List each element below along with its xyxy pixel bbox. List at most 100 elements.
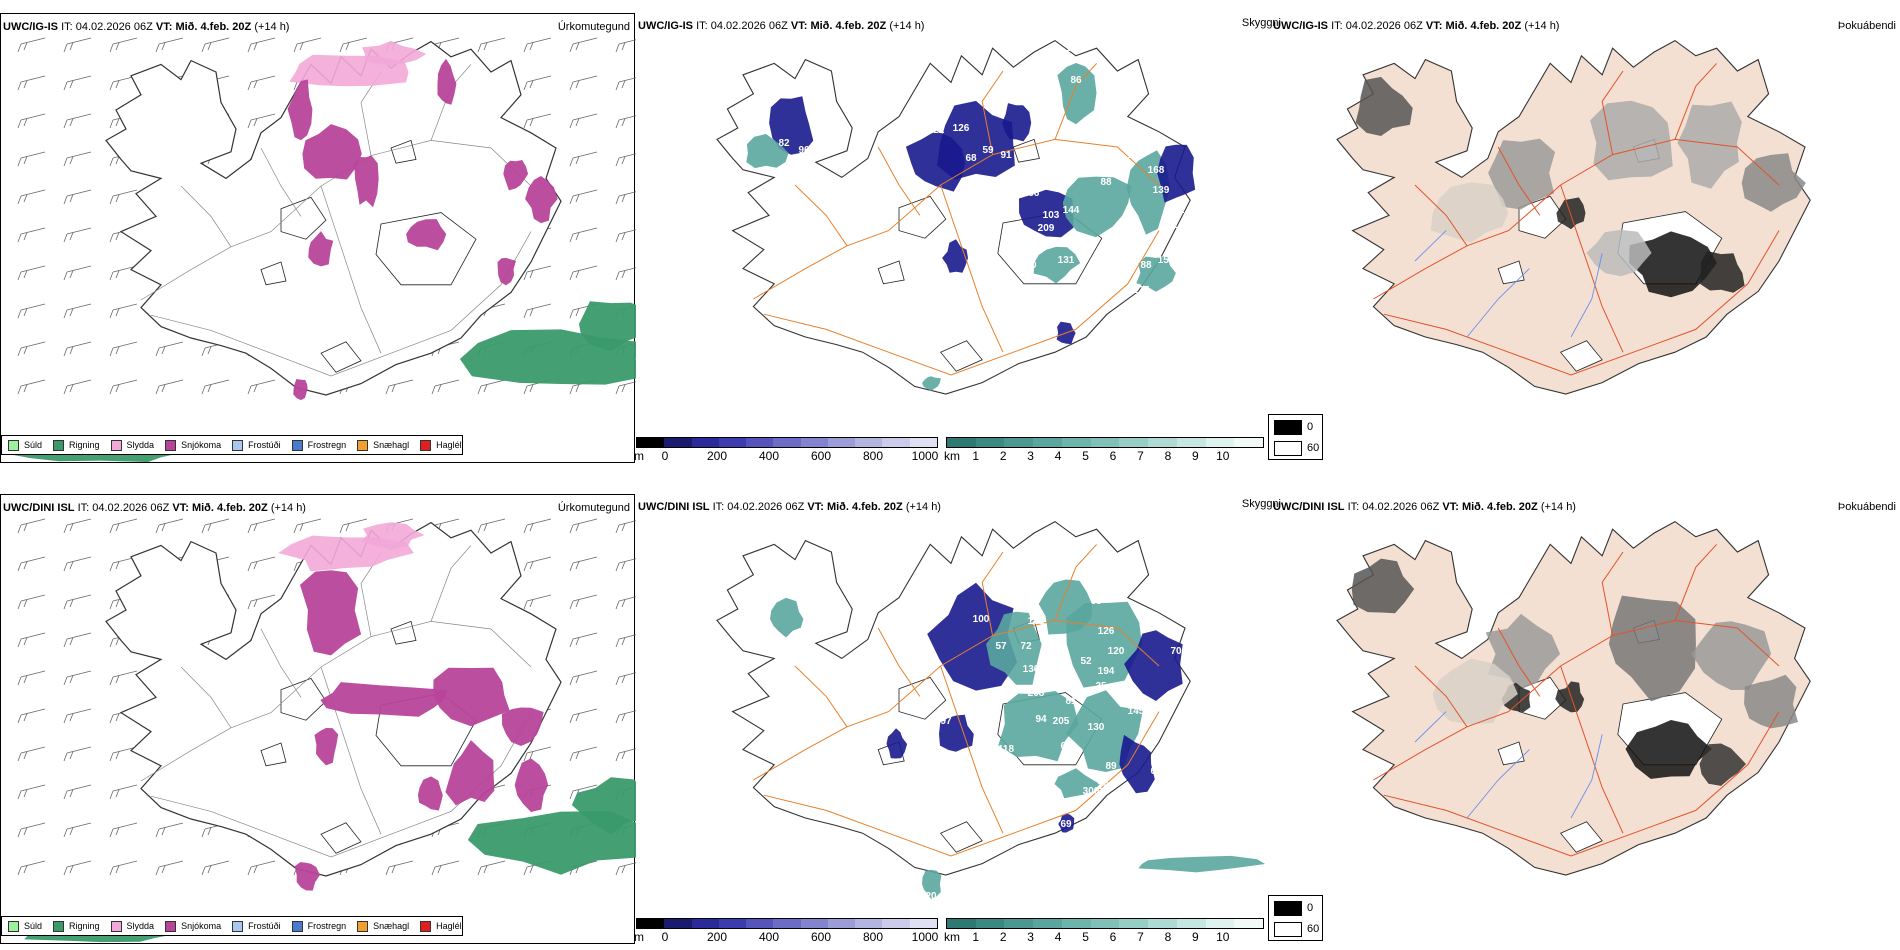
visibility-value-label: 183 <box>1008 170 1025 181</box>
road-line <box>981 70 1004 155</box>
colorbar-tick: 8 <box>1164 449 1172 463</box>
wind-barb <box>247 379 276 395</box>
wind-barb <box>247 113 276 129</box>
colorbar-tick: 10 <box>1216 930 1230 944</box>
init-label: IT: <box>1331 20 1343 32</box>
legend-item: Snjókoma <box>165 920 221 932</box>
visibility-value-label: 72 <box>1020 641 1032 652</box>
legend-label: Frostregn <box>307 440 347 450</box>
snow-area <box>302 124 362 180</box>
legend-label: Súld <box>24 921 43 931</box>
glacier-outline <box>1497 741 1525 766</box>
wind-barb <box>615 381 636 395</box>
legend-item: Snæhagl <box>357 920 409 932</box>
reduced-visibility-area <box>1136 255 1176 292</box>
visibility-value-label: 186 <box>1023 188 1040 199</box>
legend-label: Slydda <box>126 921 155 931</box>
wind-barb <box>63 379 92 395</box>
road-line <box>763 711 1160 857</box>
low-visibility-area <box>769 96 814 155</box>
wind-barb <box>615 77 636 91</box>
map-header: UWC/IG-IS IT: 04.02.2026 06Z VT: Mið. 4.… <box>638 20 924 33</box>
river-line <box>1466 268 1530 338</box>
fog-index-legend: 0 60 <box>1268 414 1323 460</box>
colorbar-tick: 8 <box>1164 930 1172 944</box>
model-name: UWC/IG-IS <box>1273 20 1328 32</box>
wind-barb <box>523 265 552 281</box>
wind-barb <box>63 746 92 762</box>
road-line <box>1674 544 1717 621</box>
wind-barb <box>615 862 636 876</box>
wind-barb <box>615 229 636 243</box>
legend-item: Snæhagl <box>357 439 410 451</box>
valid-time: Mið. 4.feb. 20Z <box>1445 20 1522 32</box>
legend-swatch <box>165 920 177 932</box>
fog-index-area <box>1555 681 1585 713</box>
glacier-outline <box>375 212 477 286</box>
visibility-value-label: 68 <box>965 153 977 164</box>
init-label: IT: <box>77 502 90 514</box>
wind-barb <box>615 520 636 534</box>
wind-barb <box>17 303 46 319</box>
lead-time: (+14 h) <box>254 21 290 33</box>
glacier-outline <box>320 822 362 854</box>
visibility-value-label: 86 <box>1070 75 1082 86</box>
wind-barb <box>477 518 506 534</box>
road-line <box>1414 665 1468 728</box>
precip-type-legend: Súld Rigning Slydda Snjókoma Frostúði Frostre… <box>1 916 463 936</box>
snow-area <box>300 570 362 656</box>
wind-barb <box>569 227 598 243</box>
wind-barb <box>17 37 46 53</box>
wind-barb <box>17 265 46 281</box>
wind-barb <box>155 379 184 395</box>
road-line <box>1674 63 1717 140</box>
wind-barb <box>17 670 46 686</box>
fog-index-area <box>1608 595 1696 702</box>
visibility-value-label: 91 <box>1000 150 1012 161</box>
visibility-value-label: 57 <box>995 641 1007 652</box>
wind-barb <box>17 746 46 762</box>
wind-barb <box>201 379 230 395</box>
snow-area <box>354 155 379 208</box>
visibility-value-label: 75 <box>930 235 942 246</box>
colorbar-tick: 800 <box>862 930 884 944</box>
wind-barb <box>109 784 138 800</box>
iceland-coastline <box>105 40 562 396</box>
wind-barb <box>63 341 92 357</box>
fog-index-area <box>1677 101 1742 189</box>
wind-barb <box>109 518 138 534</box>
road-line <box>430 545 472 622</box>
colorbar-tick: 4 <box>1054 930 1062 944</box>
fog-index-area <box>1625 720 1713 779</box>
reduced-visibility-area <box>1062 176 1132 238</box>
legend-label: Rigning <box>69 921 100 931</box>
init-time: 04.02.2026 06Z <box>1345 20 1423 32</box>
road-line <box>981 551 1004 636</box>
river-line <box>1414 711 1447 743</box>
valid-time: Mið. 4.feb. 20Z <box>810 20 887 32</box>
panel-vis-row-0: 69 82 96 122 126 59 68 64 91 116 183 186 100 86 26 84 88… <box>636 13 1281 463</box>
legend-swatch <box>232 439 244 451</box>
model-name: UWC/DINI ISL <box>1273 501 1345 513</box>
colorbar-tick: 400 <box>758 449 780 463</box>
wind-barb <box>17 518 46 534</box>
colorbar-tick: 800 <box>862 449 884 463</box>
colorbar-tick: 7 <box>1137 449 1144 463</box>
wind-barb <box>17 708 46 724</box>
river-line <box>1570 734 1603 819</box>
visibility-value-label: 139 <box>1153 185 1170 196</box>
glacier-outline <box>320 341 362 373</box>
road-line <box>753 138 1160 300</box>
wind-barb <box>155 37 184 53</box>
wind-barb <box>17 151 46 167</box>
panel-precip-row-0: UWC/IG-IS IT: 04.02.2026 06Z VT: Mið. 4.… <box>0 13 636 463</box>
wind-barb <box>523 556 552 572</box>
legend-label: Snæhagl <box>373 440 410 450</box>
wind-barb <box>339 37 368 53</box>
precip-type-legend: Súld Rigning Slydda Snjókoma Frostúði Frostre… <box>1 435 463 455</box>
colorbar-tick: 5 <box>1082 930 1089 944</box>
wind-barb <box>247 37 276 53</box>
wind-barb <box>569 518 598 534</box>
visibility-value-label: 103 <box>1043 210 1060 221</box>
visibility-value-label: 145 <box>1128 706 1145 717</box>
